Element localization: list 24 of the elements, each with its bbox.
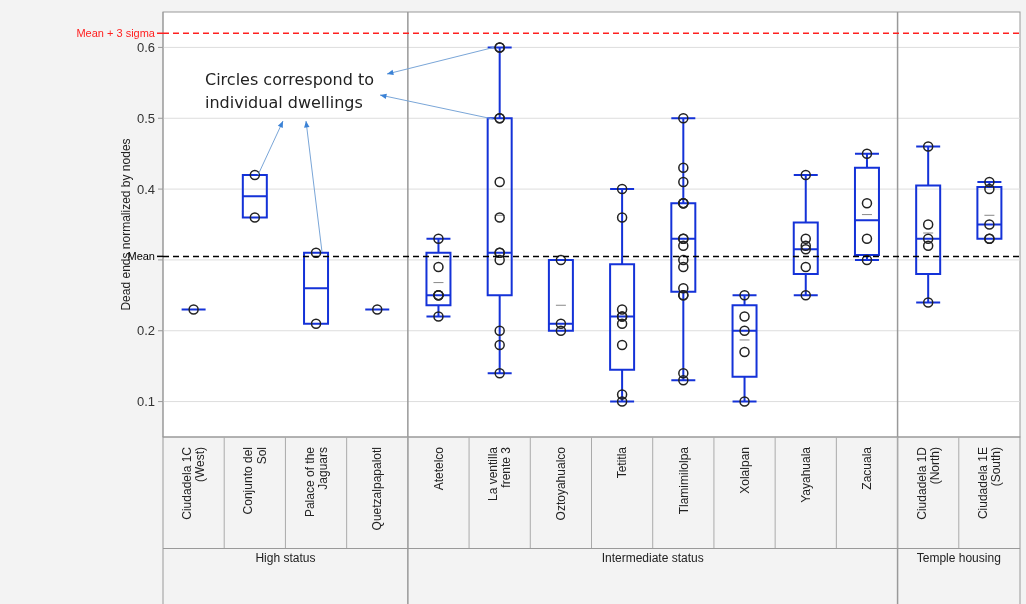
x-tick-label: Ciudadela 1E (South)	[975, 447, 1004, 520]
ref-line-label: Mean + 3 sigma	[76, 27, 156, 40]
x-tick-label: La ventilla frente 3	[486, 446, 514, 502]
x-tick-label: Atetelco	[431, 446, 446, 491]
y-tick-label: 0.1	[136, 394, 155, 410]
x-tick-label: Ciudadela 1D (North)	[914, 446, 942, 520]
x-tick-label: Yayahuala	[798, 446, 813, 503]
x-tick-label: Oztoyahualco	[554, 446, 569, 521]
text: High status	[255, 551, 316, 565]
text: Temple housing	[916, 551, 1001, 565]
y-tick-label: 0.2	[136, 323, 155, 339]
annotation: Circles correspond to individual dwellings	[205, 70, 375, 112]
x-tick-label: Conjunto del Sol	[241, 447, 269, 515]
x-tick-label: Zacuala	[860, 446, 875, 490]
x-tick-label: Palace of the Jaguars	[302, 446, 330, 518]
x-tick-label: Tlamimilolpa	[676, 446, 691, 515]
text: Intermediate status	[601, 551, 704, 565]
x-tick-label: Quetzalpapalotl	[370, 447, 385, 531]
y-tick-label: 0.6	[136, 39, 155, 55]
x-tick-label: Ciudadela 1C (West)	[180, 446, 208, 520]
x-tick-label: Xolalpan	[737, 447, 752, 494]
y-tick-label: 0.4	[136, 181, 155, 197]
y-tick-label: 0.5	[136, 110, 155, 126]
x-tick-label: Tetitla	[615, 446, 630, 479]
